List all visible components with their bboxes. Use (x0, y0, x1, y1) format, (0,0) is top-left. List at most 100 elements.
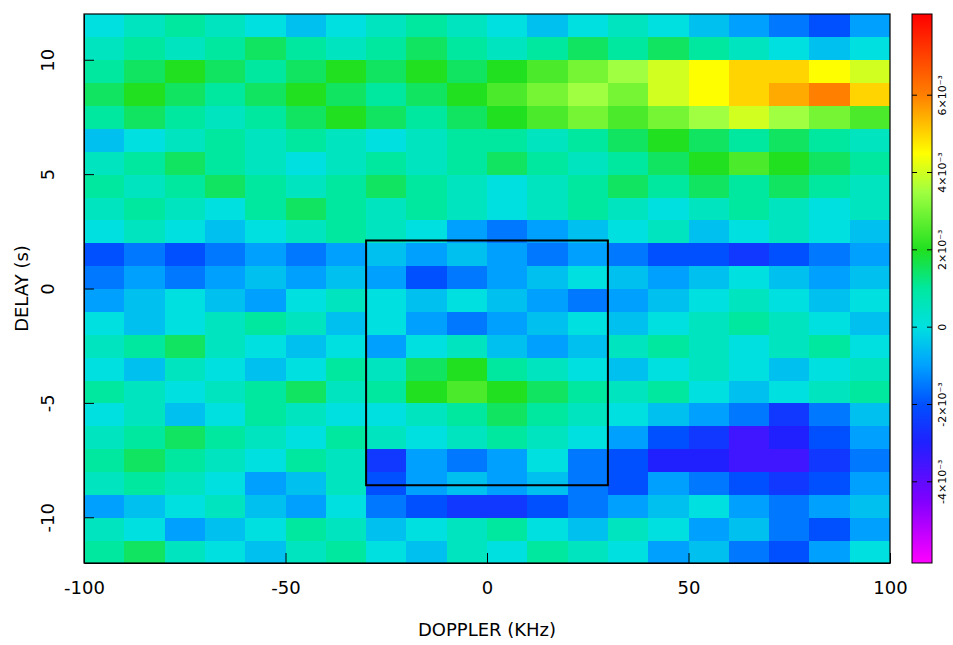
cell (84, 83, 125, 106)
cell (608, 60, 649, 83)
cell (809, 403, 850, 426)
cell (124, 197, 165, 220)
cell (487, 334, 528, 357)
y-tick-label: 5 (37, 169, 58, 180)
cell (326, 380, 367, 403)
cell (648, 220, 689, 243)
cell (527, 243, 568, 266)
cell (769, 380, 810, 403)
cell (527, 289, 568, 312)
cell (729, 311, 770, 334)
cell (729, 540, 770, 563)
cell (165, 311, 206, 334)
cell (648, 494, 689, 517)
cell (487, 197, 528, 220)
cell (326, 151, 367, 174)
cell (84, 243, 125, 266)
cell (769, 517, 810, 540)
cell (850, 220, 890, 243)
cell (689, 494, 730, 517)
cell (124, 540, 165, 563)
cell (487, 449, 528, 472)
cell (447, 243, 488, 266)
cell (286, 37, 327, 60)
cell (326, 449, 367, 472)
cell (124, 517, 165, 540)
cell (205, 380, 246, 403)
cell (608, 540, 649, 563)
cell (366, 540, 407, 563)
cell (568, 426, 609, 449)
x-tick-label: 100 (873, 577, 907, 598)
cell (608, 106, 649, 129)
cell (487, 472, 528, 495)
cell (568, 83, 609, 106)
cell (568, 174, 609, 197)
cell (769, 151, 810, 174)
cell (84, 357, 125, 380)
cell (326, 266, 367, 289)
cell (406, 517, 447, 540)
cell (84, 380, 125, 403)
cell (286, 220, 327, 243)
cell (487, 37, 528, 60)
cell (769, 37, 810, 60)
cell (527, 517, 568, 540)
cell (245, 357, 286, 380)
cell (124, 174, 165, 197)
cell (729, 266, 770, 289)
cell (568, 334, 609, 357)
cell (487, 380, 528, 403)
cell (286, 14, 327, 37)
cell (689, 14, 730, 37)
cell (165, 60, 206, 83)
cell (205, 472, 246, 495)
cell (809, 494, 850, 517)
cell (769, 540, 810, 563)
cell (165, 334, 206, 357)
cell (124, 403, 165, 426)
cell (527, 357, 568, 380)
cell (648, 174, 689, 197)
cell (84, 174, 125, 197)
cell (809, 37, 850, 60)
cell (608, 472, 649, 495)
cell (447, 449, 488, 472)
cell (406, 83, 447, 106)
x-tick-label: -100 (64, 577, 105, 598)
cell (648, 151, 689, 174)
cell (205, 334, 246, 357)
cell (165, 540, 206, 563)
x-tick-label: 50 (678, 577, 701, 598)
cell (245, 243, 286, 266)
cell (447, 60, 488, 83)
cell (366, 174, 407, 197)
cell (366, 60, 407, 83)
cell (326, 106, 367, 129)
cell (406, 494, 447, 517)
cell (406, 197, 447, 220)
colorbar-tick (927, 95, 932, 96)
cell (165, 380, 206, 403)
cell (689, 83, 730, 106)
cell (205, 60, 246, 83)
cell (366, 106, 407, 129)
cell (769, 14, 810, 37)
cell (406, 128, 447, 151)
cell (165, 289, 206, 312)
cell (326, 517, 367, 540)
colorbar-tick (927, 249, 932, 250)
cell (648, 83, 689, 106)
cell (165, 83, 206, 106)
cell (366, 334, 407, 357)
cell (850, 197, 890, 220)
cell (527, 311, 568, 334)
cell (809, 128, 850, 151)
cell (568, 449, 609, 472)
cell (124, 151, 165, 174)
cell (406, 357, 447, 380)
cell (729, 517, 770, 540)
cell (366, 517, 407, 540)
colorbar-axis: -4×10⁻³-2×10⁻³02×10⁻³4×10⁻³6×10⁻³ (912, 75, 949, 504)
y-tick-mark (84, 517, 94, 518)
